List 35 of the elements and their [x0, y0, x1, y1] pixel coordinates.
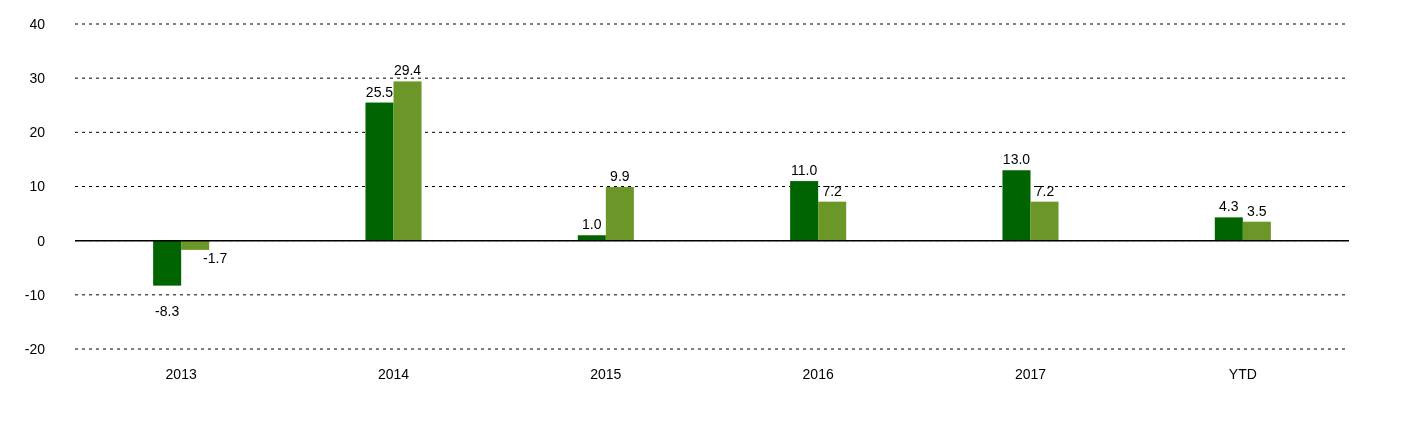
data-label: 11.0 [791, 162, 818, 179]
x-tick-label: YTD [1228, 365, 1257, 382]
x-tick-label: 2016 [802, 365, 834, 382]
y-tick-label: 0 [37, 232, 46, 249]
x-tick-label: 2017 [1014, 365, 1047, 382]
data-label: 13.0 [1002, 151, 1031, 168]
bar [1002, 170, 1031, 241]
data-label: 1.0 [582, 216, 602, 233]
data-label: -8.3 [155, 302, 180, 319]
bar [818, 201, 847, 241]
bar [181, 240, 210, 250]
data-label: 3.5 [1247, 202, 1267, 219]
data-label: -1.7 [203, 249, 228, 266]
data-label: 9.9 [610, 168, 630, 185]
y-tick-label: 10 [29, 178, 46, 195]
data-label: 25.5 [365, 83, 394, 100]
y-tick-label: 40 [29, 15, 46, 32]
bar [153, 240, 182, 286]
x-tick-label: 2015 [590, 365, 622, 382]
data-label: 29.4 [393, 62, 422, 79]
bar [1214, 217, 1243, 241]
y-tick-label: -20 [24, 340, 46, 357]
bar [1030, 201, 1059, 241]
y-tick-label: 30 [29, 70, 46, 87]
bar [393, 81, 422, 241]
data-label: 4.3 [1219, 198, 1239, 215]
bar [790, 181, 819, 241]
y-tick-label: 20 [29, 124, 46, 141]
x-tick-label: 2013 [165, 365, 197, 382]
x-tick-label: 2014 [377, 365, 410, 382]
bar [365, 102, 394, 241]
y-tick-label: -10 [24, 286, 46, 303]
bar [605, 187, 634, 241]
bar [1242, 221, 1271, 241]
bar [577, 235, 606, 241]
